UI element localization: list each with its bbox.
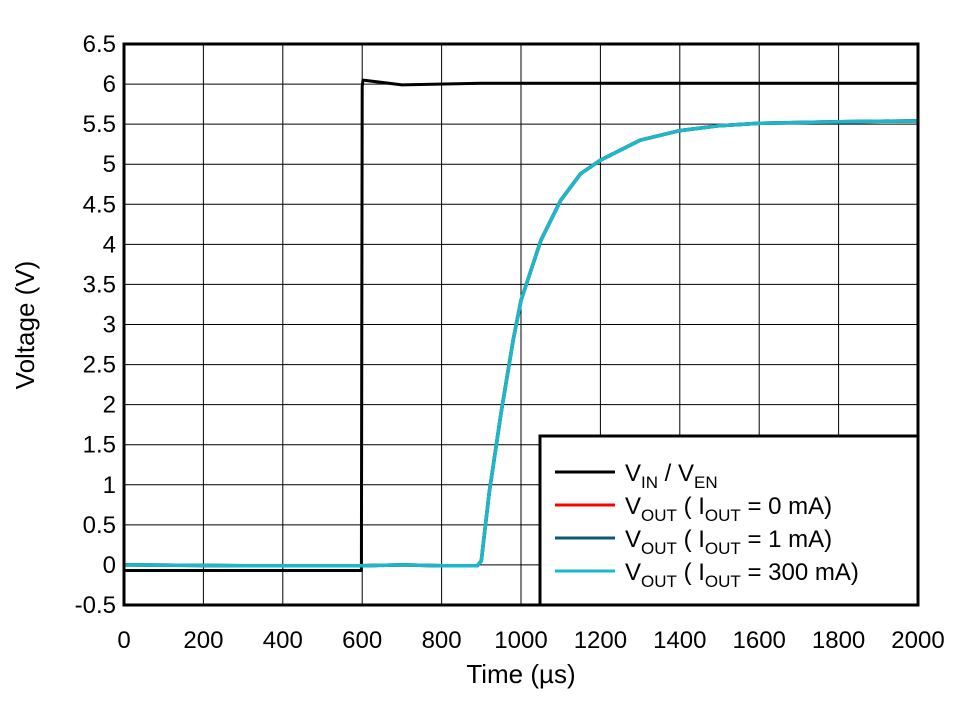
legend-box	[538, 434, 920, 607]
y-tick-label: 6	[103, 71, 116, 98]
y-axis-title: Voltage (V)	[10, 261, 40, 390]
y-tick-label: 1.5	[83, 432, 116, 459]
series-line-0	[124, 78, 918, 572]
y-tick-label: 5	[103, 151, 116, 178]
y-tick-label: 5.5	[83, 111, 116, 138]
y-tick-label: 1	[103, 472, 116, 499]
x-tick-label: 600	[342, 627, 382, 654]
y-tick-label: 4.5	[83, 191, 116, 218]
x-tick-label: 1200	[574, 627, 627, 654]
x-tick-label: 1400	[653, 627, 706, 654]
x-tick-label: 400	[263, 627, 303, 654]
plot-area	[123, 78, 919, 572]
legend-label-0: VIN / VEN	[625, 460, 718, 492]
y-tick-label: -0.5	[75, 592, 116, 619]
x-tick-label: 2000	[891, 627, 944, 654]
y-tick-label: 0	[103, 552, 116, 579]
y-tick-label: 6.5	[83, 31, 116, 58]
y-tick-label: 3	[103, 312, 116, 339]
x-tick-label: 1800	[812, 627, 865, 654]
x-tick-label: 800	[422, 627, 462, 654]
y-tick-label: 2.5	[83, 352, 116, 379]
legend-label-2: VOUT ( IOUT = 1 mA)	[625, 526, 832, 558]
y-tick-label: 3.5	[83, 271, 116, 298]
x-axis-title: Time (µs)	[466, 659, 575, 689]
legend-label-1: VOUT ( IOUT = 0 mA)	[625, 493, 832, 525]
legend-label-3: VOUT ( IOUT = 300 mA)	[625, 559, 859, 591]
y-tick-label: 0.5	[83, 512, 116, 539]
y-axis-ticks: -0.5 0 0.5 1 1.5 2 2.5 3 3.5 4 4.5 5 5.5 6 6.5	[75, 31, 116, 619]
x-tick-label: 200	[183, 627, 223, 654]
y-tick-label: 4	[103, 231, 116, 258]
x-tick-label: 1000	[494, 627, 547, 654]
series-line-3	[123, 119, 919, 568]
x-axis-ticks: 0 200 400 600 800 1000 1200 1400 1600 1800 2000	[117, 627, 944, 654]
x-tick-label: 0	[117, 627, 130, 654]
y-tick-label: 2	[103, 392, 116, 419]
x-tick-label: 1600	[733, 627, 786, 654]
plot-frame	[122, 42, 920, 607]
